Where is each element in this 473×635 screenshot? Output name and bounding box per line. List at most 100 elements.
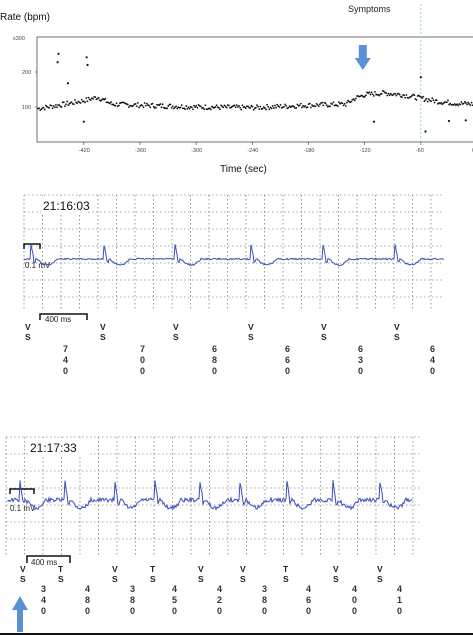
strip-1-scale-box <box>44 315 82 324</box>
rate-point-275 <box>345 101 348 104</box>
rate-point-291 <box>363 95 366 98</box>
marker-2-8-interval-1: 1 <box>397 595 402 605</box>
rate-point-327 <box>404 96 407 99</box>
rate-point-337 <box>415 98 418 101</box>
rate-plot-frame <box>36 36 473 143</box>
rate-point-299 <box>372 95 375 97</box>
rate-point-351 <box>431 97 434 100</box>
timestamp-box-2 <box>28 438 88 456</box>
marker-2-3-label-1: S <box>150 574 156 584</box>
timestamp-box-1 <box>41 196 87 214</box>
rate-point-306 <box>380 93 383 95</box>
rate-point-251 <box>319 103 321 106</box>
rate-point-153 <box>208 107 211 110</box>
rate-x-tick-1: -360 <box>135 148 146 154</box>
marker-2-1-label-1: S <box>58 574 64 584</box>
rate-point-19 <box>58 104 61 107</box>
rate-point-90 <box>138 106 140 109</box>
rate-point-206 <box>268 108 271 111</box>
rate-point-131 <box>184 108 187 111</box>
marker-1-2-label-0: V <box>173 322 179 332</box>
rate-point-147 <box>202 106 204 109</box>
rate-point-318 <box>394 92 397 95</box>
rate-point-154 <box>210 108 212 111</box>
onset-arrow-down-icon <box>354 45 371 70</box>
rate-point-141 <box>195 104 198 107</box>
marker-2-5-interval-0: 3 <box>262 584 267 594</box>
rate-point-111 <box>161 103 164 106</box>
rate-outlier-4 <box>66 82 69 85</box>
marker-1-1-interval-0: 7 <box>140 344 145 354</box>
rate-x-tick-6: -60 <box>416 148 424 154</box>
rate-point-385 <box>469 104 472 107</box>
egm-strip-2: 21:17:33 0.1 mV 400 ms VS340TS480VS380TS… <box>5 436 420 632</box>
rate-point-366 <box>448 103 451 106</box>
marker-1-4-label-1: S <box>321 332 327 342</box>
strip-1-calibration-label: 0.1 mV <box>25 261 51 270</box>
rate-point-159 <box>215 104 218 107</box>
marker-2-1-interval-0: 4 <box>85 584 90 594</box>
rate-point-134 <box>187 106 190 109</box>
rate-x-ticks: -420-360-300-240-180-120-600 <box>79 142 473 154</box>
rate-point-162 <box>219 108 221 111</box>
rate-point-194 <box>254 106 257 109</box>
rate-point-30 <box>70 101 73 104</box>
egm-strip-1: 21:16:03 0.1 mV 400 ms VS740VS700VS680VS… <box>23 194 445 376</box>
marker-2-7-interval-2: 0 <box>352 606 357 616</box>
rate-point-51 <box>94 96 97 99</box>
rate-point-313 <box>388 94 391 97</box>
rate-point-21 <box>60 106 63 108</box>
rate-point-279 <box>350 100 353 103</box>
rate-point-17 <box>56 106 58 109</box>
rate-point-344 <box>423 100 426 103</box>
strip-2-scale-bracket <box>26 555 71 563</box>
rate-point-56 <box>99 100 102 102</box>
rate-point-200 <box>261 107 264 110</box>
rate-point-296 <box>369 93 372 96</box>
rate-point-197 <box>258 108 261 110</box>
rate-point-220 <box>284 103 286 106</box>
rate-outlier-6 <box>419 76 422 79</box>
marker-1-3-interval-1: 6 <box>285 355 290 365</box>
marker-2-8-label-1: S <box>377 574 383 584</box>
marker-1-2-interval-0: 6 <box>212 344 217 354</box>
rate-arrow-shape <box>354 45 371 70</box>
rate-point-335 <box>413 94 416 97</box>
rate-point-128 <box>180 104 183 107</box>
rate-point-292 <box>365 94 367 97</box>
rate-point-204 <box>266 103 269 106</box>
marker-2-0-label-0: V <box>20 564 26 574</box>
onset-arrow-up-icon <box>12 596 28 632</box>
rate-point-60 <box>104 97 107 100</box>
marker-1-2-label-1: S <box>173 332 179 342</box>
rate-point-274 <box>344 105 347 107</box>
rate-point-167 <box>224 105 227 108</box>
marker-1-3-label-0: V <box>248 322 254 332</box>
marker-1-5-label-0: V <box>394 322 400 332</box>
rate-point-64 <box>108 102 111 105</box>
rate-point-216 <box>279 103 282 106</box>
rate-point-230 <box>295 107 298 109</box>
marker-1-4-interval-0: 6 <box>358 344 363 354</box>
rate-point-272 <box>342 104 345 107</box>
marker-2-7-interval-1: 0 <box>352 595 357 605</box>
rate-point-109 <box>159 103 162 105</box>
rate-point-348 <box>427 98 430 101</box>
rate-x-tick-2: -300 <box>191 148 202 154</box>
rate-point-6 <box>43 108 46 111</box>
rate-point-93 <box>141 104 144 107</box>
marker-1-2-interval-1: 8 <box>212 355 217 365</box>
rate-point-133 <box>186 107 189 110</box>
rate-point-127 <box>179 106 182 109</box>
marker-1-0-interval-1: 4 <box>63 355 68 365</box>
rate-point-27 <box>67 104 70 107</box>
egm-trace-2 <box>7 479 413 511</box>
rate-point-140 <box>194 106 197 109</box>
marker-2-3-interval-1: 5 <box>172 595 177 605</box>
rate-point-377 <box>460 101 463 103</box>
rate-point-281 <box>352 98 355 100</box>
rate-point-326 <box>403 94 406 97</box>
rate-point-328 <box>405 94 408 96</box>
strip-1-scale-bracket <box>39 313 88 320</box>
rate-point-295 <box>368 91 371 94</box>
